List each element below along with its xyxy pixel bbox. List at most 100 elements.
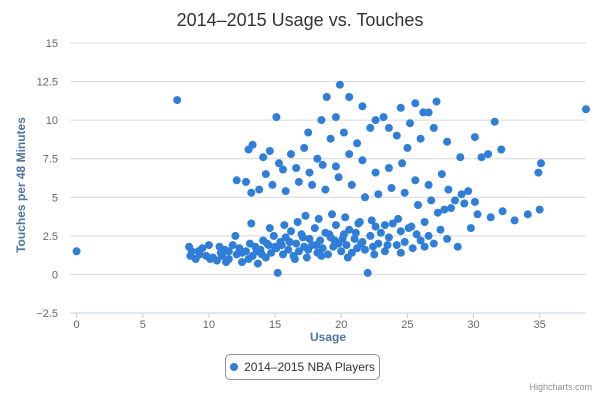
data-point[interactable] xyxy=(302,253,311,262)
data-point[interactable] xyxy=(212,256,221,265)
data-point[interactable] xyxy=(396,227,405,236)
legend[interactable]: 2014–2015 NBA Players xyxy=(225,354,380,380)
data-point[interactable] xyxy=(279,250,287,259)
data-point[interactable] xyxy=(357,239,366,248)
data-point[interactable] xyxy=(535,205,544,214)
data-point[interactable] xyxy=(215,242,224,251)
data-point[interactable] xyxy=(460,199,469,208)
data-point[interactable] xyxy=(314,214,323,223)
data-point[interactable] xyxy=(321,185,330,194)
data-point[interactable] xyxy=(354,219,363,228)
data-point[interactable] xyxy=(304,128,313,137)
data-point[interactable] xyxy=(292,239,301,248)
data-point[interactable] xyxy=(412,230,421,239)
data-point[interactable] xyxy=(424,108,433,117)
data-point[interactable] xyxy=(232,176,241,185)
data-point[interactable] xyxy=(411,99,420,108)
data-point[interactable] xyxy=(470,133,479,142)
data-point[interactable] xyxy=(322,93,331,101)
data-point[interactable] xyxy=(206,255,215,263)
data-point[interactable] xyxy=(337,247,346,256)
data-point[interactable] xyxy=(424,180,433,189)
data-point[interactable] xyxy=(437,170,446,179)
data-point[interactable] xyxy=(331,113,340,122)
data-point[interactable] xyxy=(267,248,276,257)
data-point[interactable] xyxy=(300,143,309,152)
data-point[interactable] xyxy=(317,116,326,125)
data-point[interactable] xyxy=(279,165,287,174)
data-point[interactable] xyxy=(380,247,389,256)
data-point[interactable] xyxy=(398,159,407,168)
data-point[interactable] xyxy=(204,241,213,250)
data-point[interactable] xyxy=(263,239,272,248)
data-point[interactable] xyxy=(384,233,393,242)
data-point[interactable] xyxy=(361,245,369,254)
data-point[interactable] xyxy=(343,253,352,262)
data-point[interactable] xyxy=(218,251,227,260)
data-point[interactable] xyxy=(456,153,465,162)
data-point[interactable] xyxy=(384,164,393,172)
data-point[interactable] xyxy=(380,221,389,230)
data-point[interactable] xyxy=(275,159,283,168)
data-point[interactable] xyxy=(269,231,278,240)
data-point[interactable] xyxy=(292,164,301,172)
data-point[interactable] xyxy=(363,268,372,277)
data-point[interactable] xyxy=(310,224,319,233)
data-point[interactable] xyxy=(287,150,295,159)
data-point[interactable] xyxy=(416,134,425,143)
data-point[interactable] xyxy=(353,139,362,148)
data-point[interactable] xyxy=(408,244,417,253)
data-point[interactable] xyxy=(371,168,380,177)
data-point[interactable] xyxy=(248,140,257,149)
data-point[interactable] xyxy=(312,241,321,250)
data-point[interactable] xyxy=(394,214,403,223)
data-point[interactable] xyxy=(443,234,452,243)
data-point[interactable] xyxy=(334,173,343,182)
data-point[interactable] xyxy=(453,242,462,251)
data-point[interactable] xyxy=(281,187,290,196)
data-point[interactable] xyxy=(497,145,506,154)
data-point[interactable] xyxy=(273,268,282,277)
data-point[interactable] xyxy=(298,233,307,242)
data-point[interactable] xyxy=(523,210,532,219)
data-point[interactable] xyxy=(271,242,280,251)
data-point[interactable] xyxy=(374,190,383,199)
data-point[interactable] xyxy=(318,244,327,253)
data-point[interactable] xyxy=(392,241,401,250)
data-point[interactable] xyxy=(414,201,422,209)
data-point[interactable] xyxy=(339,128,348,137)
data-point[interactable] xyxy=(290,255,299,263)
data-point[interactable] xyxy=(301,211,310,220)
data-point[interactable] xyxy=(187,247,196,256)
data-point[interactable] xyxy=(416,236,425,245)
data-point[interactable] xyxy=(280,221,289,230)
data-point[interactable] xyxy=(406,119,414,128)
data-point[interactable] xyxy=(285,238,294,246)
data-point[interactable] xyxy=(259,153,268,162)
data-point[interactable] xyxy=(366,123,375,132)
data-point[interactable] xyxy=(294,177,303,186)
data-point[interactable] xyxy=(304,245,313,254)
data-point[interactable] xyxy=(427,196,436,205)
data-point[interactable] xyxy=(347,180,356,189)
data-point[interactable] xyxy=(361,193,369,202)
data-point[interactable] xyxy=(424,231,433,240)
data-point[interactable] xyxy=(305,168,314,177)
data-point[interactable] xyxy=(272,113,281,122)
data-point[interactable] xyxy=(407,222,416,231)
data-point[interactable] xyxy=(366,231,375,240)
data-point[interactable] xyxy=(350,234,359,243)
data-point[interactable] xyxy=(371,222,380,231)
data-point[interactable] xyxy=(510,216,519,225)
data-point[interactable] xyxy=(379,113,388,122)
data-point[interactable] xyxy=(222,258,231,267)
data-point[interactable] xyxy=(370,250,379,259)
data-point[interactable] xyxy=(228,241,237,250)
data-point[interactable] xyxy=(324,250,332,259)
data-point[interactable] xyxy=(328,210,336,219)
data-point[interactable] xyxy=(411,176,420,185)
data-point[interactable] xyxy=(447,204,455,213)
data-point[interactable] xyxy=(429,239,438,248)
data-point[interactable] xyxy=(396,248,405,257)
data-point[interactable] xyxy=(582,105,590,114)
